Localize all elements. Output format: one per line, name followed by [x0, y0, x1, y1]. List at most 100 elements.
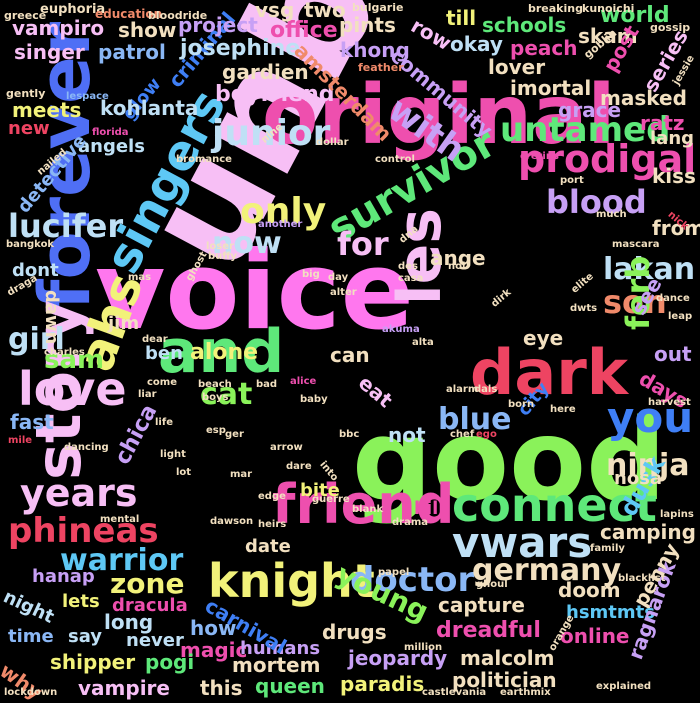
word-drama: drama [392, 517, 429, 528]
word-breaking: breaking [528, 2, 583, 15]
word-lucifer: lucifer [8, 207, 124, 245]
word-mortem: mortem [232, 653, 321, 677]
word-meets: meets [12, 98, 82, 122]
word-liar: liar [138, 389, 157, 400]
word-bite: bite [300, 480, 340, 501]
word-blacklist: blacklist [618, 573, 666, 584]
word-blank: blank [352, 504, 384, 515]
word-born: born [508, 399, 535, 410]
word-papel: papel [378, 567, 410, 578]
word-two: two [304, 0, 346, 22]
word-earthmix: earthmix [500, 687, 551, 698]
word-vsg: vsg [255, 0, 295, 22]
word-cat: cat [200, 377, 253, 412]
word-masked: masked [600, 86, 687, 110]
word-lakan: lakan [603, 252, 696, 287]
word-ghoul: ghoul [476, 579, 508, 590]
word-bangkok: bangkok [6, 239, 55, 250]
word-dawn: dawn [41, 290, 62, 345]
word-dals: dals [474, 384, 498, 395]
word-lets: lets [62, 591, 100, 612]
word-port: port [560, 175, 584, 186]
word-ange: ange [430, 246, 486, 270]
word-baby: baby [300, 394, 328, 405]
word-vampiro: vampiro [12, 16, 105, 40]
word-kill: kill [414, 498, 445, 519]
word-not: not [388, 423, 426, 447]
word-ninja: ninja [606, 448, 690, 483]
word-camping: camping [600, 520, 696, 544]
word-ego: ego [476, 429, 497, 440]
word-humans: humans [240, 638, 321, 659]
word-alice: alice [290, 376, 317, 387]
word-noi: noi [448, 261, 466, 272]
word-out: out [654, 342, 692, 366]
word-dawson: dawson [210, 516, 254, 527]
word-lot: lot [176, 467, 192, 478]
word-much: much [596, 209, 627, 220]
word-can: can [330, 343, 370, 367]
word-blue: blue [438, 402, 512, 437]
word-fast: fast [10, 410, 54, 434]
word-lespace: lespace [66, 91, 109, 102]
word-for: for [337, 225, 389, 263]
word-dirk: dirk [489, 286, 514, 310]
word-kunoichi: kunoichi [582, 2, 635, 15]
word-khong: khong [340, 38, 410, 62]
word-show: show [118, 18, 177, 42]
word-pogi: pogi [145, 650, 195, 674]
word-mental: mental [100, 514, 140, 525]
word-dancing: dancing [64, 442, 109, 453]
word-nosa: nosa [614, 468, 663, 489]
word-years: years [20, 471, 138, 515]
word-alone: alone [190, 340, 259, 365]
word-vwars: vwars [452, 518, 593, 567]
word-chef: chef [450, 429, 475, 440]
word-beach: beach [198, 379, 232, 390]
word-guerre: guerre [312, 494, 350, 505]
word-doctor: doctor [350, 560, 475, 600]
word-hsmtmts: hsmtmts [566, 602, 655, 623]
word-dracula: dracula [112, 595, 188, 616]
word-dwts: dwts [570, 303, 598, 314]
word-project: project [178, 13, 258, 37]
word-from: from [652, 216, 700, 240]
word-day: day [328, 272, 349, 283]
word-bromance: bromance [176, 154, 232, 165]
word-casa: casa [398, 273, 424, 284]
word-gossip: gossip [650, 21, 691, 34]
word-bbc: bbc [339, 429, 360, 440]
word-prodigal: prodigal [518, 137, 697, 181]
word-ratz: ratz [640, 111, 685, 135]
word-hanap: hanap [32, 566, 95, 587]
word-dear: dear [142, 334, 168, 345]
word-angels: angels [78, 136, 145, 157]
word-okay: okay [450, 32, 503, 56]
word-long: long [104, 610, 154, 634]
word-and: and [158, 317, 285, 387]
word-gently: gently [6, 87, 46, 100]
word-dreadful: dreadful [436, 618, 541, 643]
word-office: office [270, 18, 338, 43]
word-drugs: drugs [322, 620, 387, 644]
word-harvest: harvest [648, 397, 691, 408]
word-say: say [68, 626, 103, 647]
word-germany: germany [472, 553, 622, 588]
word-ger: ger [225, 429, 244, 440]
word-dollar: dollar [316, 137, 349, 148]
word-arrow: arrow [270, 442, 303, 453]
word-only: only [240, 191, 327, 232]
word-ben: ben [145, 343, 183, 364]
word-alta: alta [412, 337, 434, 348]
word-untamed: untamed [500, 110, 671, 150]
word-now: now [212, 226, 282, 261]
word-boys: boys [202, 392, 229, 403]
word-warrior: warrior [60, 543, 184, 578]
word-original: original [262, 68, 616, 163]
word-josephine: josephine [180, 36, 301, 61]
word-lover: lover [488, 55, 546, 79]
word-new: new [8, 118, 50, 139]
word-lang: lang [650, 128, 695, 149]
word-imortal: imortal [510, 76, 592, 100]
